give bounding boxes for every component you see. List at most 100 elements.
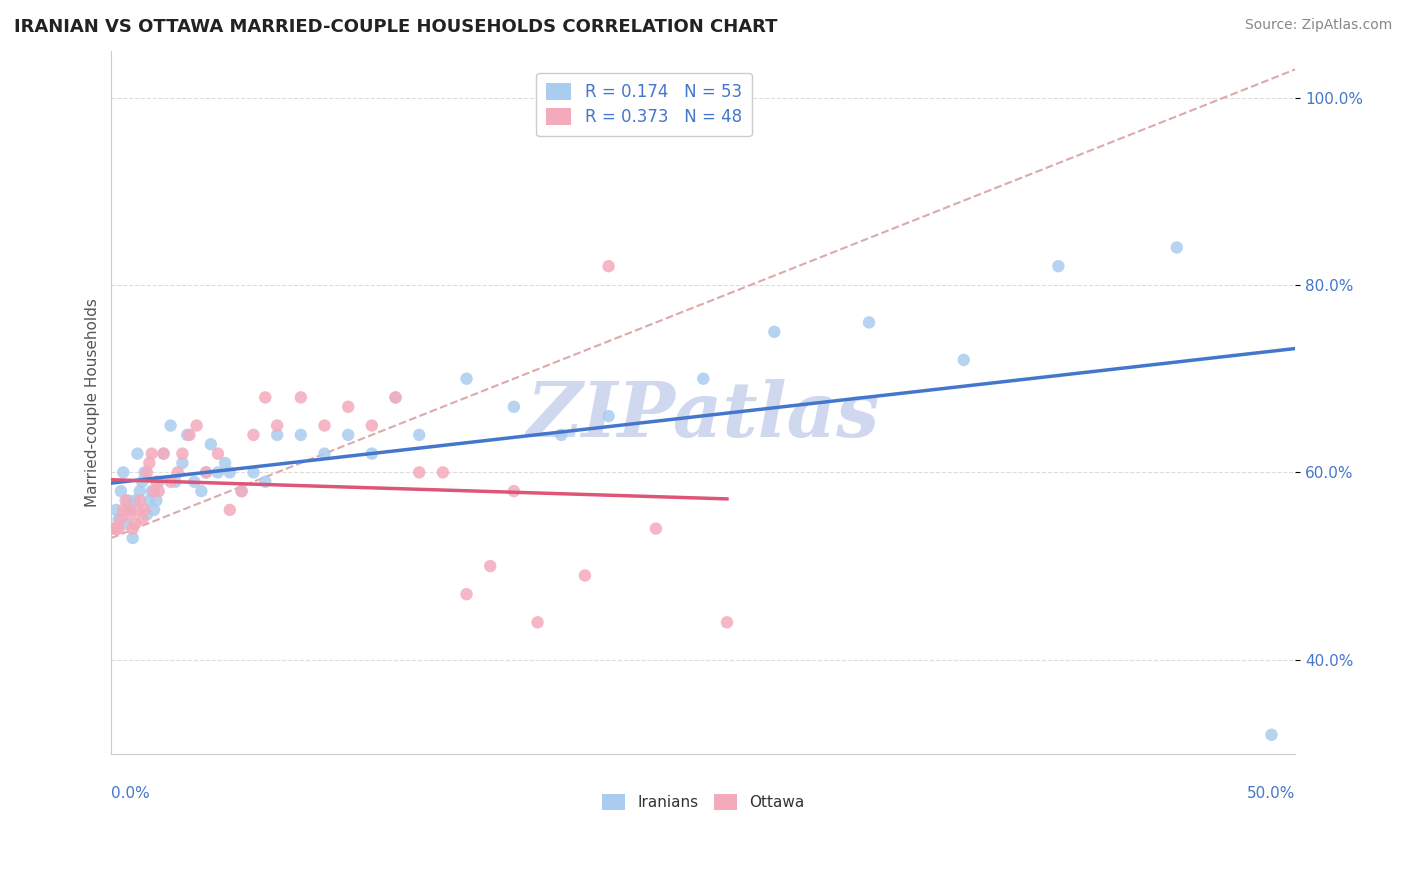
Point <box>502 400 524 414</box>
Point <box>692 372 714 386</box>
Point <box>131 475 153 489</box>
Point <box>103 522 125 536</box>
Point <box>432 466 454 480</box>
Point <box>200 437 222 451</box>
Point <box>242 466 264 480</box>
Point <box>110 484 132 499</box>
Point <box>384 391 406 405</box>
Text: IRANIAN VS OTTAWA MARRIED-COUPLE HOUSEHOLDS CORRELATION CHART: IRANIAN VS OTTAWA MARRIED-COUPLE HOUSEHO… <box>14 18 778 36</box>
Point <box>134 503 156 517</box>
Point <box>1166 240 1188 254</box>
Point <box>138 456 160 470</box>
Point <box>1047 259 1070 273</box>
Point <box>384 391 406 405</box>
Point <box>231 484 253 499</box>
Point <box>107 522 129 536</box>
Point <box>141 447 163 461</box>
Point <box>124 516 146 531</box>
Point <box>179 428 201 442</box>
Point <box>145 475 167 489</box>
Point <box>314 447 336 461</box>
Point <box>254 391 277 405</box>
Point <box>148 475 170 489</box>
Point <box>254 475 277 489</box>
Point <box>290 391 312 405</box>
Point <box>135 466 157 480</box>
Point <box>159 475 181 489</box>
Point <box>143 503 166 517</box>
Point <box>207 466 229 480</box>
Point <box>172 456 194 470</box>
Point <box>152 447 174 461</box>
Point <box>117 493 139 508</box>
Point <box>266 428 288 442</box>
Text: 0.0%: 0.0% <box>111 787 150 801</box>
Point <box>141 484 163 499</box>
Point <box>103 522 125 536</box>
Point <box>166 466 188 480</box>
Point <box>763 325 786 339</box>
Point <box>121 522 143 536</box>
Point <box>337 428 360 442</box>
Point <box>550 428 572 442</box>
Point <box>128 484 150 499</box>
Point <box>117 503 139 517</box>
Point <box>128 493 150 508</box>
Point <box>121 531 143 545</box>
Point <box>159 418 181 433</box>
Text: 50.0%: 50.0% <box>1247 787 1295 801</box>
Point <box>408 428 430 442</box>
Point <box>952 353 974 368</box>
Point <box>408 466 430 480</box>
Point <box>186 418 208 433</box>
Point <box>218 466 240 480</box>
Point <box>105 503 128 517</box>
Point <box>574 568 596 582</box>
Point <box>1260 728 1282 742</box>
Point <box>148 484 170 499</box>
Point <box>124 493 146 508</box>
Point <box>114 493 136 508</box>
Point <box>107 512 129 526</box>
Point <box>195 466 218 480</box>
Point <box>135 508 157 522</box>
Point <box>152 447 174 461</box>
Point <box>190 484 212 499</box>
Point <box>134 466 156 480</box>
Point <box>231 484 253 499</box>
Point <box>114 516 136 531</box>
Point <box>143 484 166 499</box>
Point <box>716 615 738 630</box>
Point <box>105 522 128 536</box>
Point <box>266 418 288 433</box>
Point <box>314 418 336 433</box>
Point <box>120 503 142 517</box>
Point <box>120 508 142 522</box>
Point <box>127 503 149 517</box>
Point <box>242 428 264 442</box>
Point <box>218 503 240 517</box>
Point <box>112 503 135 517</box>
Point <box>131 512 153 526</box>
Y-axis label: Married-couple Households: Married-couple Households <box>86 298 100 507</box>
Legend: Iranians, Ottawa: Iranians, Ottawa <box>596 788 810 816</box>
Point <box>214 456 236 470</box>
Point <box>456 372 478 386</box>
Point <box>360 447 382 461</box>
Point <box>183 475 205 489</box>
Point <box>290 428 312 442</box>
Point <box>207 447 229 461</box>
Point <box>337 400 360 414</box>
Point <box>127 447 149 461</box>
Point <box>526 615 548 630</box>
Point <box>195 466 218 480</box>
Point <box>172 447 194 461</box>
Point <box>165 475 187 489</box>
Point <box>645 522 668 536</box>
Text: ZIPatlas: ZIPatlas <box>527 379 880 453</box>
Point <box>858 315 880 329</box>
Point <box>456 587 478 601</box>
Point <box>138 493 160 508</box>
Point <box>112 466 135 480</box>
Text: Source: ZipAtlas.com: Source: ZipAtlas.com <box>1244 18 1392 32</box>
